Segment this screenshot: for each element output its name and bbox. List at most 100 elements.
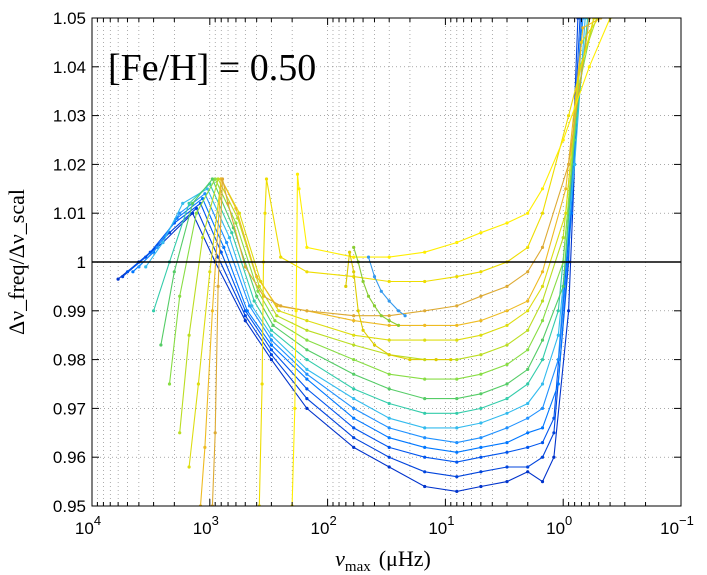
y-axis-label: Δν_freq/Δν_scal	[4, 189, 29, 335]
data-point	[352, 255, 356, 259]
data-point	[269, 358, 273, 362]
data-point	[479, 372, 483, 376]
data-point	[505, 450, 509, 454]
data-point	[379, 314, 383, 318]
data-point	[269, 333, 273, 337]
data-point	[403, 314, 407, 318]
data-point	[260, 382, 264, 386]
data-point	[540, 187, 545, 191]
data-point	[556, 382, 560, 386]
data-point	[205, 187, 209, 191]
data-point	[125, 270, 130, 274]
data-point	[305, 367, 309, 371]
data-point	[273, 319, 277, 323]
data-point	[552, 416, 556, 420]
data-point	[455, 240, 459, 245]
data-point	[540, 455, 545, 459]
y-tick-label: 1.02	[53, 155, 86, 174]
data-point	[305, 338, 309, 342]
data-point	[352, 270, 356, 274]
data-point	[423, 436, 427, 440]
data-point	[225, 240, 229, 245]
data-point	[569, 211, 574, 215]
y-tick-label: 1	[77, 253, 86, 272]
data-point	[178, 211, 182, 215]
data-point	[552, 455, 556, 459]
data-point	[227, 236, 232, 240]
data-point	[201, 236, 205, 240]
data-point	[423, 445, 427, 449]
data-point	[213, 177, 217, 181]
x-tick-labels: 104 103 102 101 100 10−1	[75, 513, 694, 538]
data-point	[387, 255, 391, 259]
data-point	[245, 309, 249, 313]
data-point	[396, 309, 401, 313]
data-point	[210, 309, 214, 313]
data-point	[423, 250, 427, 254]
data-point	[526, 367, 530, 371]
data-point	[540, 382, 545, 386]
data-point	[305, 319, 309, 323]
data-point	[540, 358, 545, 362]
data-point	[505, 441, 509, 445]
y-tick-label: 0.97	[53, 399, 86, 418]
data-point	[305, 270, 309, 274]
data-point	[387, 314, 391, 318]
data-point	[387, 445, 391, 449]
data-point	[567, 162, 571, 166]
data-point	[455, 411, 459, 415]
data-point	[540, 319, 545, 323]
data-point	[352, 445, 356, 449]
x-axis-label-unit: (μHz)	[379, 546, 431, 571]
data-point	[505, 323, 509, 327]
series-layer	[116, 18, 612, 506]
data-point	[434, 358, 438, 362]
data-point	[505, 397, 509, 401]
data-point	[352, 333, 356, 337]
y-tick-labels: 0.95 0.96 0.97 0.98 0.99 1 1.01 1.02 1.03 1.04 1.0…	[53, 9, 86, 516]
data-point	[172, 270, 176, 274]
data-point	[181, 201, 185, 205]
data-point	[505, 284, 509, 288]
data-point	[396, 323, 401, 327]
x-tick-label: 100	[546, 513, 572, 538]
data-point	[196, 382, 200, 386]
data-point	[269, 338, 273, 342]
data-point	[344, 284, 348, 288]
series-group	[116, 18, 612, 506]
data-point	[540, 338, 545, 342]
data-point	[216, 177, 220, 181]
data-point	[255, 294, 259, 298]
data-point	[352, 245, 356, 249]
data-point	[352, 343, 356, 347]
data-point	[567, 309, 571, 313]
data-point	[255, 275, 259, 279]
data-point	[387, 353, 391, 357]
y-tick-label: 1.04	[53, 58, 86, 77]
data-point	[263, 211, 267, 215]
data-point	[526, 382, 530, 386]
data-point	[387, 465, 391, 469]
data-point	[387, 323, 391, 327]
x-tick-label: 101	[428, 513, 454, 538]
data-point	[581, 26, 585, 30]
data-point	[479, 445, 483, 449]
data-point	[256, 289, 260, 293]
data-point	[243, 319, 247, 323]
data-point	[526, 431, 530, 435]
data-point	[305, 309, 309, 313]
data-point	[561, 138, 565, 142]
data-point	[219, 250, 223, 254]
data-point	[387, 436, 391, 440]
data-point	[423, 279, 427, 284]
data-point	[305, 397, 309, 401]
data-point	[479, 270, 483, 274]
data-point	[423, 338, 427, 342]
data-point	[275, 314, 279, 318]
data-point	[423, 411, 427, 415]
data-point	[387, 455, 391, 459]
data-point	[540, 270, 545, 274]
tick-marks	[92, 17, 682, 507]
data-point	[271, 323, 275, 327]
